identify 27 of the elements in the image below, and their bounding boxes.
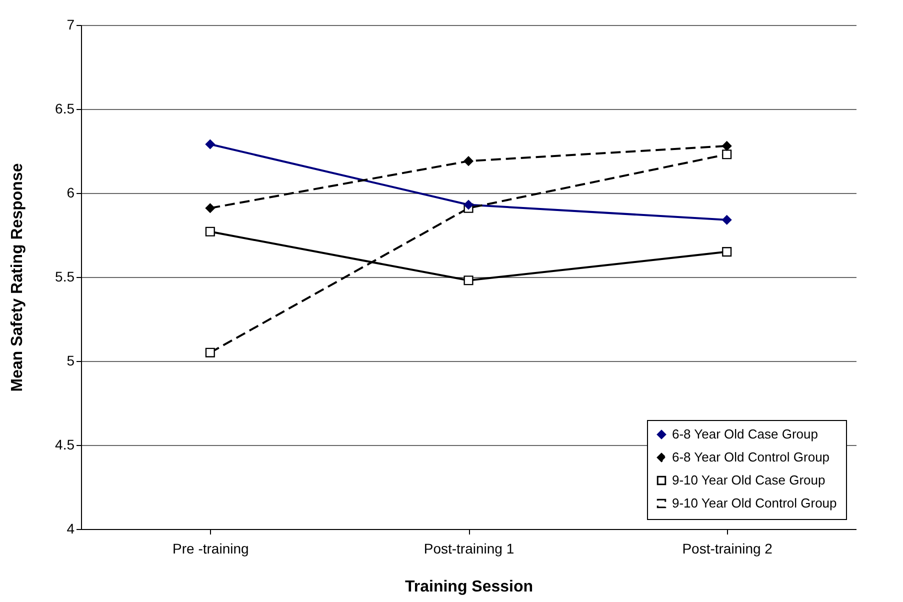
point — [722, 215, 732, 225]
y-axis-title: Mean Safety Rating Response — [9, 163, 26, 392]
y-tick-label: 6 — [66, 184, 75, 200]
legend-label: 9-10 Year Old Case Group — [672, 472, 826, 488]
x-tick-label: Post-training 1 — [424, 540, 514, 556]
point — [205, 139, 215, 150]
point — [464, 276, 474, 286]
legend-label: 9-10 Year Old Control Group — [672, 496, 837, 510]
x-axis-title: Training Session — [404, 578, 534, 596]
y-tick-label: 5.5 — [55, 268, 75, 284]
point — [205, 226, 215, 236]
y-tick-label: 7 — [66, 16, 75, 32]
y-tick-label: 4.5 — [55, 436, 75, 452]
point — [205, 348, 215, 358]
x-tick-label: Pre -training — [172, 540, 249, 556]
y-tick-label: 6.5 — [55, 100, 75, 116]
point — [722, 141, 732, 151]
y-tick-label: 5 — [66, 352, 75, 368]
point — [722, 247, 732, 257]
x-tick-label: Post-training 2 — [682, 540, 773, 556]
point — [464, 156, 474, 166]
point — [722, 150, 732, 160]
legend-label: 6-8 Year Old Control Group — [672, 450, 830, 464]
point — [464, 200, 474, 210]
point — [205, 203, 215, 213]
y-tick-label: 4 — [66, 520, 75, 536]
legend-label: 6-8 Year Old Case Group — [672, 426, 818, 442]
